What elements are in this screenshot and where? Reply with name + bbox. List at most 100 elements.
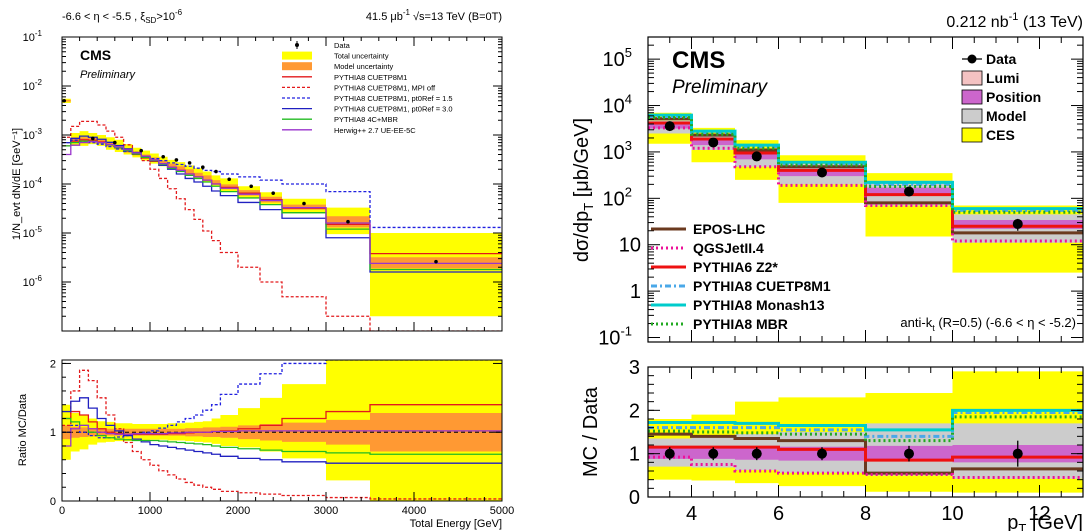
y-tick-base: 10 bbox=[23, 81, 35, 93]
x-tick-label: 6 bbox=[773, 503, 784, 525]
data-point bbox=[664, 448, 675, 459]
plot-area bbox=[648, 112, 1083, 273]
y-tick-label: 10-1 bbox=[598, 324, 632, 350]
ratio-line-4 bbox=[62, 417, 502, 455]
x-axis-label: pT [GeV] bbox=[1007, 512, 1083, 531]
lumi-header-text: 0.212 nb bbox=[946, 14, 1008, 31]
y-axis-label: dσ/dpT [μb/GeV] bbox=[571, 118, 596, 262]
y-tick-label: 102 bbox=[603, 184, 632, 210]
ratio-line-2 bbox=[62, 360, 502, 439]
y-axis-label: Ratio MC/Data bbox=[17, 393, 29, 466]
y-tick-base: 10 bbox=[603, 142, 625, 164]
plot-area bbox=[62, 360, 502, 501]
y-tick-label: 10 bbox=[619, 235, 641, 257]
y-axis-label: MC / Data bbox=[580, 386, 602, 477]
mc-line-1 bbox=[648, 126, 1083, 243]
legend-label: PYTHIA8 CUETP8M1, MPI off bbox=[334, 83, 436, 92]
series-line-2 bbox=[62, 139, 502, 229]
legend-label: EPOS-LHC bbox=[693, 221, 765, 237]
data-point bbox=[113, 140, 117, 145]
panel-energy-spectrum: 10-110-210-310-410-510-6-6.6 < η < -5.5 … bbox=[11, 8, 503, 332]
y-axis-label-sub: T bbox=[581, 203, 596, 211]
x-tick-label: 2000 bbox=[226, 505, 250, 517]
y-tick-label: 10-1 bbox=[23, 29, 43, 44]
jet-annotation-text: anti-k bbox=[900, 315, 932, 330]
data-point bbox=[904, 448, 914, 459]
legend-label: PYTHIA8 CUETP8M1 bbox=[334, 73, 407, 82]
jet-annotation-sub: t bbox=[932, 323, 935, 333]
legend-label: Total uncertainty bbox=[334, 52, 389, 61]
y-tick-label: 1 bbox=[630, 281, 641, 303]
cms-label: CMS bbox=[80, 47, 111, 63]
y-tick-label: 2 bbox=[629, 400, 640, 422]
plot-area bbox=[648, 371, 1083, 493]
legend-label: PYTHIA8 MBR bbox=[693, 316, 788, 332]
y-tick-label: 1 bbox=[50, 427, 56, 439]
y-tick-exponent: -1 bbox=[620, 324, 632, 339]
data-point bbox=[271, 191, 276, 195]
legend-label: PYTHIA8 4C+MBR bbox=[334, 115, 399, 124]
series-line-5 bbox=[62, 141, 502, 265]
y-tick-label: 0 bbox=[629, 487, 640, 509]
y-tick-exponent: -2 bbox=[35, 78, 43, 87]
preliminary-label: Preliminary bbox=[672, 77, 769, 98]
y-tick-exponent: -3 bbox=[35, 127, 43, 136]
legend-label: CES bbox=[986, 127, 1015, 143]
legend-swatch bbox=[961, 108, 983, 124]
data-point bbox=[1012, 448, 1023, 459]
header-left-text: -6.6 < η < -5.5 , ξ bbox=[62, 11, 145, 23]
ratio-line-5 bbox=[62, 424, 502, 447]
series-line-1 bbox=[62, 120, 502, 331]
x-axis-label-sub: T bbox=[1018, 521, 1026, 531]
jet-annotation: anti-kt (R=0.5) (-6.6 < η < -5.2) bbox=[900, 315, 1076, 333]
data-point bbox=[91, 136, 95, 141]
y-tick-label: 105 bbox=[603, 45, 632, 71]
y-tick-base: 10 bbox=[23, 277, 35, 289]
y-tick-exponent: 5 bbox=[625, 45, 632, 60]
data-point bbox=[174, 158, 179, 162]
x-tick-label: 8 bbox=[860, 503, 871, 525]
header-left-sub: SD bbox=[145, 16, 156, 25]
y-tick-base: 10 bbox=[619, 235, 641, 257]
header-left-tail: >10 bbox=[156, 11, 175, 23]
legend-label: PYTHIA8 Monash13 bbox=[693, 297, 825, 313]
legend-label: Data bbox=[986, 51, 1017, 67]
x-tick-label: 10 bbox=[941, 503, 963, 525]
lumi-header-sup: -1 bbox=[1009, 11, 1019, 23]
y-tick-base: 10 bbox=[598, 328, 620, 350]
x-tick-label: 5000 bbox=[490, 505, 514, 517]
legend-label: Position bbox=[986, 89, 1041, 105]
legend-label: QGSJetII.4 bbox=[693, 240, 764, 256]
data-point bbox=[201, 165, 205, 170]
y-tick-base: 10 bbox=[23, 228, 35, 240]
x-tick-label: 12 bbox=[1028, 503, 1050, 525]
y-tick-base: 10 bbox=[603, 96, 625, 118]
lumi-header-tail: (13 TeV) bbox=[1018, 14, 1083, 31]
y-axis-label: 1/N_evt dN/dE [GeV⁻¹] bbox=[11, 128, 23, 240]
y-tick-label: 10-2 bbox=[23, 78, 43, 93]
legend-swatch bbox=[961, 127, 983, 143]
header-right-text: 41.5 μb bbox=[366, 11, 403, 23]
y-tick-label: 103 bbox=[603, 138, 632, 164]
x-tick-label: 4000 bbox=[402, 505, 426, 517]
legend-label: Herwig++ 2.7 UE-EE-5C bbox=[334, 126, 416, 135]
x-tick-label: 0 bbox=[59, 505, 65, 517]
legend-swatch bbox=[282, 62, 312, 71]
y-tick-label: 10-4 bbox=[23, 176, 43, 191]
y-tick-label: 1 bbox=[629, 444, 640, 466]
x-axis-label-main: p bbox=[1007, 512, 1018, 531]
y-tick-exponent: 3 bbox=[625, 138, 632, 153]
legend-label: PYTHIA8 CUETP8M1, pt0Ref = 3.0 bbox=[334, 105, 453, 114]
data-point bbox=[664, 121, 675, 132]
data-point bbox=[302, 201, 306, 206]
y-tick-exponent: -5 bbox=[35, 225, 43, 234]
data-point bbox=[708, 137, 719, 148]
data-point bbox=[346, 219, 350, 224]
x-tick-label: 1000 bbox=[138, 505, 162, 517]
y-tick-exponent: -4 bbox=[35, 176, 43, 185]
header-right-tail: √s=13 TeV (B=0T) bbox=[410, 11, 502, 23]
x-axis-label: Total Energy [GeV] bbox=[410, 518, 502, 530]
